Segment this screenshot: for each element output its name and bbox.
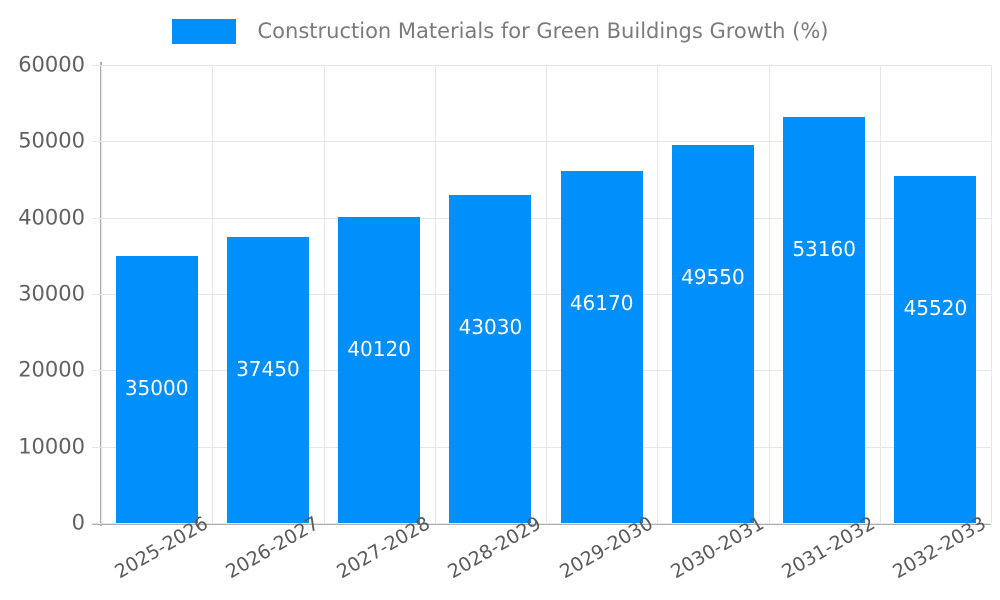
bar-value-label: 49550 (681, 264, 745, 289)
legend-swatch-icon (171, 18, 236, 44)
y-axis-tick-label: 30000 (18, 281, 85, 306)
x-axis-tick-slot: 2032-2033 (880, 512, 991, 600)
x-axis-tick-slot: 2031-2032 (769, 512, 880, 600)
bar-group: 43030 (435, 65, 546, 523)
bar-group: 37450 (212, 65, 323, 523)
legend-item-series-0[interactable]: Construction Materials for Green Buildin… (171, 18, 829, 44)
x-axis-tick-label: 2027-2028 (333, 512, 434, 584)
bar[interactable] (783, 117, 866, 523)
y-axis-tick-label: 50000 (18, 128, 85, 153)
y-axis-tick-label: 40000 (18, 205, 85, 230)
y-axis-tick-label: 20000 (18, 357, 85, 382)
bar-series: 35000 37450 40120 43030 46170 49550 53160 45520 (101, 65, 991, 523)
x-axis-tick-slot: 2030-2031 (657, 512, 768, 600)
x-axis-line (92, 523, 991, 525)
bar[interactable] (338, 216, 421, 523)
bar-value-label: 45520 (903, 295, 968, 320)
bar-value-label: 40120 (347, 336, 411, 361)
bar-group: 46170 (546, 65, 657, 523)
bar[interactable] (115, 255, 198, 523)
bar-group: 40120 (324, 65, 435, 523)
y-axis-tick-label: 10000 (18, 434, 85, 459)
y-axis-tick-label: 60000 (18, 52, 85, 77)
bar-value-label: 37450 (236, 357, 300, 382)
bar-value-label: 53160 (792, 237, 856, 262)
bar-group: 53160 (769, 65, 880, 523)
bar-group: 35000 (101, 65, 212, 523)
bar-value-label: 43030 (458, 314, 523, 339)
x-axis-tick-label: 2026-2027 (222, 512, 323, 584)
y-axis-tick-label: 0 (71, 510, 85, 535)
gridline-vertical (991, 65, 992, 523)
bar[interactable] (894, 175, 977, 523)
x-axis-tick-slot: 2025-2026 (101, 512, 212, 600)
x-axis-tick-slot: 2028-2029 (435, 512, 546, 600)
legend-item-label: Construction Materials for Green Buildin… (257, 18, 829, 43)
bar[interactable] (560, 170, 643, 523)
bar[interactable] (226, 237, 309, 523)
x-axis-tick-label: 2031-2032 (778, 512, 879, 584)
x-axis-tick-label: 2032-2033 (889, 512, 991, 584)
x-axis-tick-slot: 2026-2027 (212, 512, 323, 600)
chart-legend: Construction Materials for Green Buildin… (0, 14, 1000, 48)
bar-group: 45520 (880, 65, 991, 523)
x-axis-tick-slot: 2027-2028 (324, 512, 435, 600)
x-axis-tick-slot: 2029-2030 (546, 512, 657, 600)
y-axis-labels: 0 10000 20000 30000 40000 50000 60000 (0, 0, 92, 600)
bar-value-label: 35000 (124, 375, 189, 400)
x-axis-tick-label: 2025-2026 (110, 512, 212, 584)
x-axis-tick-label: 2028-2029 (444, 512, 546, 584)
x-axis-tick-label: 2029-2030 (555, 512, 657, 584)
x-axis-tick-label: 2030-2031 (667, 512, 768, 584)
bar-group: 49550 (657, 65, 768, 523)
bar[interactable] (671, 144, 754, 523)
x-axis-labels: 2025-2026 2026-2027 2027-2028 2028-2029 2029… (101, 512, 991, 600)
bar[interactable] (449, 194, 532, 523)
plot-area: 35000 37450 40120 43030 46170 49550 53160 45520 (92, 65, 992, 524)
bar-value-label: 46170 (569, 290, 634, 315)
